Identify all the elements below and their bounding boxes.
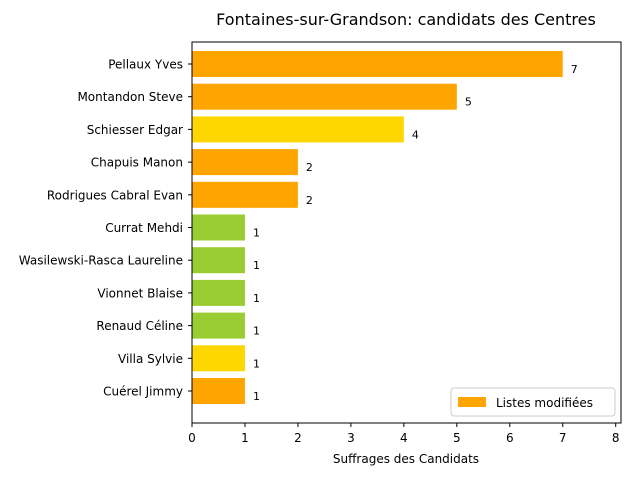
bar — [192, 149, 298, 176]
data-label: 4 — [412, 128, 419, 141]
x-tick-label: 2 — [294, 431, 302, 445]
x-axis-ticks: 0 1 2 3 4 5 6 7 8 — [188, 423, 620, 445]
y-tick-label: Renaud Céline — [96, 319, 183, 333]
y-tick-label: Cuérel Jimmy — [103, 385, 183, 399]
bar — [192, 116, 404, 143]
y-tick-label: Villa Sylvie — [118, 352, 183, 366]
x-tick-label: 8 — [612, 431, 620, 445]
x-tick-label: 1 — [241, 431, 249, 445]
bars-group — [192, 51, 563, 404]
data-label: 2 — [306, 194, 313, 207]
bar — [192, 83, 457, 110]
data-label: 1 — [253, 325, 260, 338]
x-tick-label: 0 — [188, 431, 196, 445]
y-tick-label: Chapuis Manon — [91, 156, 183, 170]
x-tick-label: 5 — [453, 431, 461, 445]
bar — [192, 247, 245, 274]
bar — [192, 181, 298, 208]
y-tick-label: Currat Mehdi — [105, 221, 183, 235]
bar — [192, 345, 245, 372]
legend: Listes modifiées — [450, 387, 616, 417]
bar — [192, 279, 245, 306]
x-tick-label: 7 — [559, 431, 567, 445]
data-label: 1 — [253, 259, 260, 272]
y-tick-label: Vionnet Blaise — [97, 286, 183, 300]
y-tick-label: Rodrigues Cabral Evan — [47, 188, 183, 202]
data-label: 1 — [253, 227, 260, 240]
bar — [192, 312, 245, 339]
y-tick-label: Schiesser Edgar — [87, 123, 183, 137]
y-tick-label: Wasilewski-Rasca Laureline — [19, 254, 183, 268]
x-tick-label: 6 — [506, 431, 514, 445]
legend-label: Listes modifiées — [496, 396, 593, 410]
legend-box — [450, 387, 616, 417]
x-tick-label: 3 — [347, 431, 355, 445]
x-tick-label: 4 — [400, 431, 408, 445]
plot-frame — [191, 41, 622, 424]
bar — [192, 378, 245, 404]
x-axis-label: Suffrages des Candidats — [333, 452, 479, 466]
data-label: 1 — [253, 390, 260, 403]
y-tick-label: Pellaux Yves — [108, 58, 183, 72]
chart-title: Fontaines-sur-Grandson: candidats des Ce… — [216, 10, 596, 29]
data-label: 7 — [571, 63, 578, 76]
data-label: 5 — [465, 96, 472, 109]
y-tick-label: Montandon Steve — [77, 90, 183, 104]
bar — [192, 214, 245, 241]
legend-swatch — [458, 397, 486, 407]
data-labels: 7 5 4 2 2 1 1 1 1 1 1 — [253, 63, 578, 403]
y-tick-labels: Pellaux Yves Montandon Steve Schiesser Edg… — [19, 58, 192, 399]
data-label: 1 — [253, 357, 260, 370]
data-label: 2 — [306, 161, 313, 174]
bar — [192, 51, 563, 77]
data-label: 1 — [253, 292, 260, 305]
